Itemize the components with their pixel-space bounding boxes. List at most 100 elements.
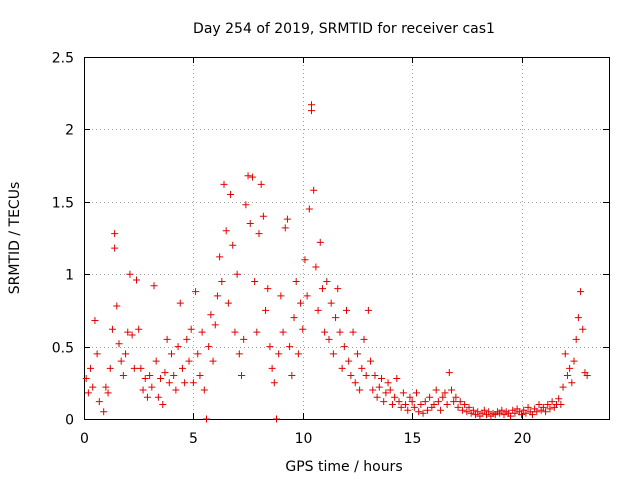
- data-point: [367, 357, 375, 365]
- data-point: [128, 331, 136, 339]
- data-point: [332, 314, 340, 322]
- data-point: [546, 405, 554, 413]
- data-point: [205, 343, 213, 351]
- data-point: [371, 372, 379, 380]
- data-point: [430, 401, 438, 409]
- data-point: [391, 393, 399, 401]
- data-point: [574, 314, 582, 322]
- data-point: [240, 335, 248, 343]
- data-point: [174, 343, 182, 351]
- data-point: [207, 311, 215, 319]
- data-point: [222, 227, 230, 235]
- data-point: [353, 350, 361, 358]
- data-point: [100, 408, 108, 416]
- data-point: [419, 409, 427, 417]
- grid-lines: [84, 57, 609, 419]
- data-point: [524, 403, 532, 411]
- data-point: [111, 230, 119, 238]
- data-point: [106, 364, 114, 372]
- data-point: [119, 372, 127, 380]
- data-point: [238, 372, 245, 380]
- data-point: [187, 325, 195, 333]
- data-point: [321, 328, 329, 336]
- data-point: [507, 412, 515, 420]
- data-point: [211, 321, 219, 329]
- data-point: [200, 386, 208, 394]
- data-point: [257, 180, 265, 188]
- data-point: [452, 393, 460, 401]
- data-point: [356, 386, 364, 394]
- data-points: [82, 101, 591, 423]
- data-point: [474, 408, 482, 416]
- data-point: [318, 285, 326, 293]
- data-point: [360, 335, 368, 343]
- data-point: [511, 409, 519, 417]
- data-point: [117, 357, 125, 365]
- data-point: [555, 395, 563, 403]
- data-point: [314, 306, 322, 314]
- data-point: [518, 411, 525, 419]
- data-point: [181, 379, 189, 387]
- data-point: [563, 372, 571, 380]
- data-point: [176, 299, 184, 307]
- data-point: [338, 364, 346, 372]
- data-point: [111, 244, 119, 252]
- data-point: [108, 325, 116, 333]
- x-tick-label: 5: [189, 431, 198, 447]
- data-point: [220, 180, 228, 188]
- data-point: [369, 386, 377, 394]
- data-point: [150, 282, 158, 290]
- data-point: [135, 325, 143, 333]
- data-point: [432, 386, 440, 394]
- data-point: [161, 369, 169, 377]
- data-point: [362, 372, 370, 380]
- data-point: [216, 253, 224, 261]
- data-point: [209, 357, 217, 365]
- data-point: [535, 401, 543, 409]
- data-point: [533, 408, 541, 416]
- data-point: [323, 277, 331, 285]
- data-point: [566, 364, 574, 372]
- data-point: [308, 107, 315, 115]
- data-point: [253, 328, 261, 336]
- y-tick-label: 1.5: [52, 196, 74, 212]
- data-point: [399, 389, 407, 397]
- data-point: [87, 364, 95, 372]
- data-point: [266, 343, 274, 351]
- data-point: [349, 328, 357, 336]
- data-point: [270, 379, 278, 387]
- data-point: [572, 335, 580, 343]
- y-tick-label: 0.5: [52, 341, 74, 357]
- data-point: [305, 205, 313, 213]
- data-point: [410, 403, 418, 411]
- data-point: [157, 374, 165, 382]
- data-point: [244, 172, 252, 180]
- data-point: [570, 357, 578, 365]
- data-point: [393, 374, 401, 382]
- data-point: [299, 325, 307, 333]
- data-point: [388, 401, 396, 409]
- data-point: [559, 383, 567, 391]
- data-point: [316, 238, 324, 246]
- data-point: [235, 350, 243, 358]
- data-point: [340, 343, 348, 351]
- data-point: [113, 302, 121, 310]
- data-point: [229, 241, 237, 249]
- data-point: [189, 379, 197, 387]
- data-point: [231, 328, 239, 336]
- data-point: [480, 406, 488, 414]
- data-point: [461, 401, 469, 409]
- data-point: [159, 401, 167, 409]
- data-point: [268, 364, 276, 372]
- data-point: [248, 173, 256, 181]
- data-point: [139, 386, 147, 394]
- data-point: [542, 408, 550, 416]
- data-point: [288, 372, 296, 380]
- data-point: [544, 401, 552, 409]
- data-point: [404, 406, 412, 414]
- data-point: [292, 277, 300, 285]
- data-point: [380, 398, 388, 406]
- data-point: [275, 350, 283, 358]
- data-point: [351, 379, 359, 387]
- data-point: [329, 350, 337, 358]
